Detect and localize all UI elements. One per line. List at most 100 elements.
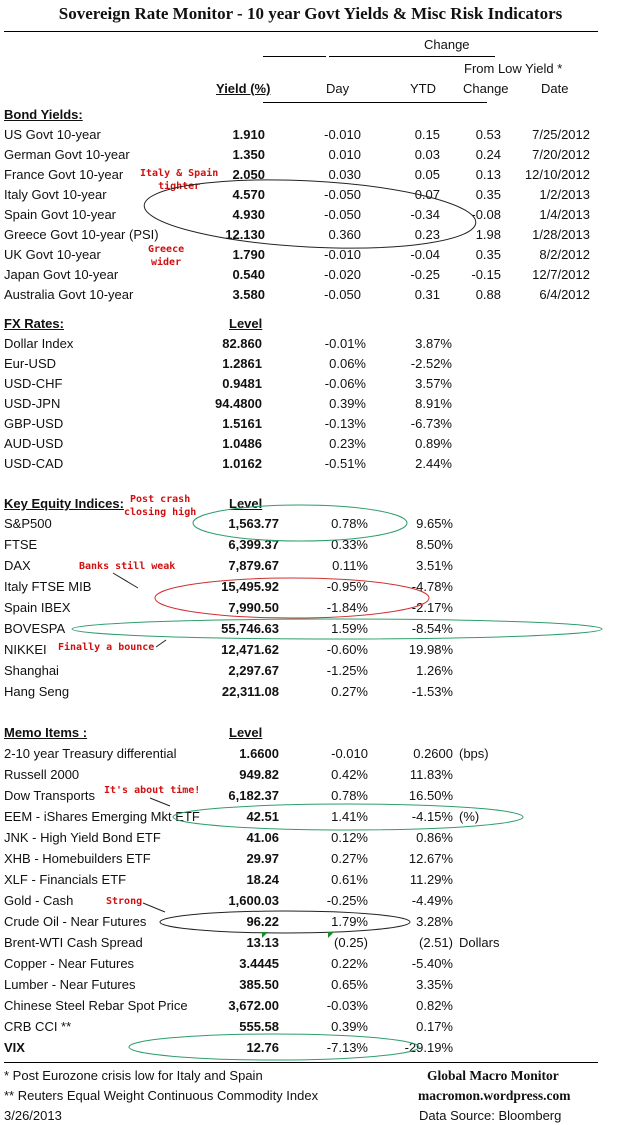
header-change: Change [424, 37, 470, 52]
cell-ytd: 3.28% [416, 914, 453, 929]
cell-unit: Dollars [459, 935, 500, 950]
cell-day: 0.78% [331, 788, 368, 803]
header-divider [263, 102, 487, 103]
header-yield: Yield (%) [216, 81, 271, 96]
cell-day: -0.050 [324, 287, 361, 302]
table-row: Dollar Index 82.860 -0.01% 3.87% [0, 334, 621, 354]
cell-ytd: -4.15% [411, 809, 453, 824]
cell-level: 7,879.67 [228, 558, 279, 573]
footnote-1: * Post Eurozone crisis low for Italy and… [4, 1068, 263, 1083]
cell-day: -7.13% [326, 1040, 368, 1055]
cell-low-date: 7/25/2012 [532, 127, 590, 142]
table-row: GBP-USD 1.5161 -0.13% -6.73% [0, 414, 621, 434]
row-label: DAX [4, 558, 31, 573]
section-bond-yields: Bond Yields: [4, 107, 83, 122]
cell-day: 0.33% [331, 537, 368, 552]
table-row: Japan Govt 10-year 0.540 -0.020 -0.25 -0.15 1… [0, 265, 621, 285]
cell-day: -0.010 [324, 127, 361, 142]
cell-day: -0.050 [324, 207, 361, 222]
cell-yield: 4.570 [232, 187, 265, 202]
cell-level: 0.9481 [222, 376, 262, 391]
table-row: Eur-USD 1.2861 0.06% -2.52% [0, 354, 621, 374]
cell-level: 12.76 [246, 1040, 279, 1055]
table-row: XHB - Homebuilders ETF 29.97 0.27% 12.67% [0, 849, 621, 869]
row-label: Japan Govt 10-year [4, 267, 119, 282]
table-row: S&P500 1,563.77 0.78% 9.65% [0, 514, 621, 534]
cell-level: 1.6600 [239, 746, 279, 761]
row-label: Spain IBEX [4, 600, 71, 615]
cell-day: -0.60% [326, 642, 368, 657]
row-label: Copper - Near Futures [4, 956, 135, 971]
annotation-strong: Strong [106, 896, 143, 907]
row-label: USD-CHF [4, 376, 63, 391]
cell-day: 0.11% [332, 558, 368, 573]
table-row: Hang Seng 22,311.08 0.27% -1.53% [0, 682, 621, 702]
cell-level: 3,672.00 [228, 998, 279, 1013]
table-row: Lumber - Near Futures 385.50 0.65% 3.35% [0, 975, 621, 995]
cell-ytd: 3.57% [415, 376, 452, 391]
cell-ytd: -4.78% [411, 579, 453, 594]
annotation-bounce: Finally a bounce [58, 642, 155, 653]
cell-low-date: 1/2/2013 [539, 187, 590, 202]
row-label: S&P500 [4, 516, 52, 531]
cell-level: 1.5161 [222, 416, 262, 431]
cell-day: -0.51% [324, 456, 366, 471]
cell-ytd: -0.04 [410, 247, 440, 262]
table-row: USD-CHF 0.9481 -0.06% 3.57% [0, 374, 621, 394]
row-label: UK Govt 10-year [4, 247, 101, 262]
cell-low-date: 1/4/2013 [539, 207, 590, 222]
cell-level: 1,563.77 [228, 516, 279, 531]
row-label: USD-CAD [4, 456, 64, 471]
row-label: EEM - iShares Emerging Mkt ETF [4, 809, 200, 824]
cell-ytd: 9.65% [416, 516, 453, 531]
cell-day: 0.360 [328, 227, 361, 242]
cell-day: 0.39% [331, 1019, 368, 1034]
header-low-date: Date [541, 81, 569, 96]
cell-day: 0.030 [328, 167, 361, 182]
change-divider-ytd [329, 56, 495, 57]
cell-ytd: 3.35% [416, 977, 453, 992]
cell-day: 0.65% [331, 977, 368, 992]
footer-divider [4, 1062, 598, 1063]
cell-level: 949.82 [239, 767, 279, 782]
cell-day: -0.010 [324, 247, 361, 262]
row-label: Gold - Cash [4, 893, 74, 908]
cell-ytd: 3.51% [416, 558, 453, 573]
cell-low-change: 0.24 [475, 147, 501, 162]
section-memo-items: Memo Items : [4, 725, 88, 740]
header-day: Day [326, 81, 350, 96]
table-row: US Govt 10-year 1.910 -0.010 0.15 0.53 7/25/2… [0, 125, 621, 145]
cell-level: 55,746.63 [221, 621, 279, 636]
cell-level: 3.4445 [239, 956, 279, 971]
cell-day: 0.42% [331, 767, 368, 782]
annotation-greece: Greece wider [148, 244, 185, 268]
cell-ytd: 0.31 [414, 287, 440, 302]
header-from-low-yield: From Low Yield * [464, 61, 563, 76]
cell-level: 385.50 [239, 977, 279, 992]
cell-ytd: 0.86% [416, 830, 453, 845]
table-row: Gold - Cash 1,600.03 -0.25% -4.49% [0, 891, 621, 911]
row-label: Russell 2000 [4, 767, 80, 782]
cell-level: 6,399.37 [228, 537, 279, 552]
cell-low-change: 1.98 [475, 227, 501, 242]
row-label: FTSE [4, 537, 38, 552]
page-title: Sovereign Rate Monitor - 10 year Govt Yi… [58, 4, 563, 23]
row-label: Spain Govt 10-year [4, 207, 117, 222]
table-row: CRB CCI ** 555.58 0.39% 0.17% [0, 1017, 621, 1037]
row-label: Italy FTSE MIB [4, 579, 92, 594]
cell-day: -0.06% [324, 376, 366, 391]
row-label: 2-10 year Treasury differential [4, 746, 177, 761]
cell-ytd: (2.51) [419, 935, 453, 950]
cell-yield: 12.130 [225, 227, 265, 242]
cell-ytd: 0.07 [414, 187, 440, 202]
table-row: DAX 7,879.67 0.11% 3.51% [0, 556, 621, 576]
cell-ytd: -4.49% [411, 893, 453, 908]
row-label: CRB CCI ** [4, 1019, 72, 1034]
table-row: Copper - Near Futures 3.4445 0.22% -5.40% [0, 954, 621, 974]
cell-ytd: 12.67% [408, 851, 453, 866]
cell-level: 15,495.92 [221, 579, 279, 594]
report-date: 3/26/2013 [4, 1108, 62, 1123]
annotation-banks: Banks still weak [79, 561, 176, 572]
cell-low-change: -0.08 [471, 207, 501, 222]
table-row: FTSE 6,399.37 0.33% 8.50% [0, 535, 621, 555]
